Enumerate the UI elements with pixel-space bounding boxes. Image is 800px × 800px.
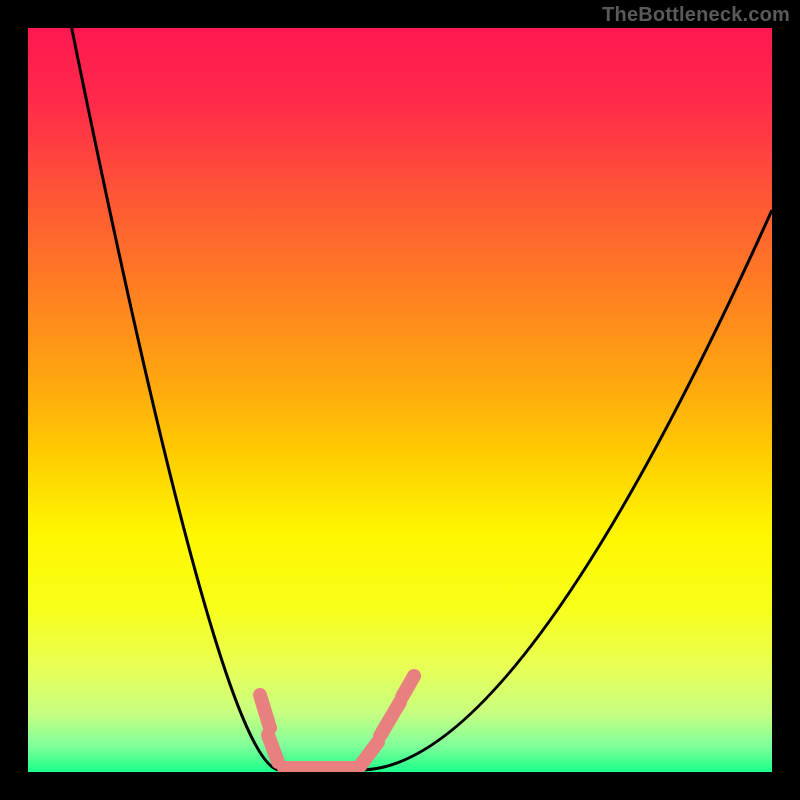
gradient-background — [28, 28, 772, 772]
chart-svg — [0, 0, 800, 800]
chart-stage: TheBottleneck.com — [0, 0, 800, 800]
highlight-segment — [268, 735, 278, 762]
watermark-text: TheBottleneck.com — [602, 4, 790, 27]
highlight-segment — [260, 695, 270, 728]
